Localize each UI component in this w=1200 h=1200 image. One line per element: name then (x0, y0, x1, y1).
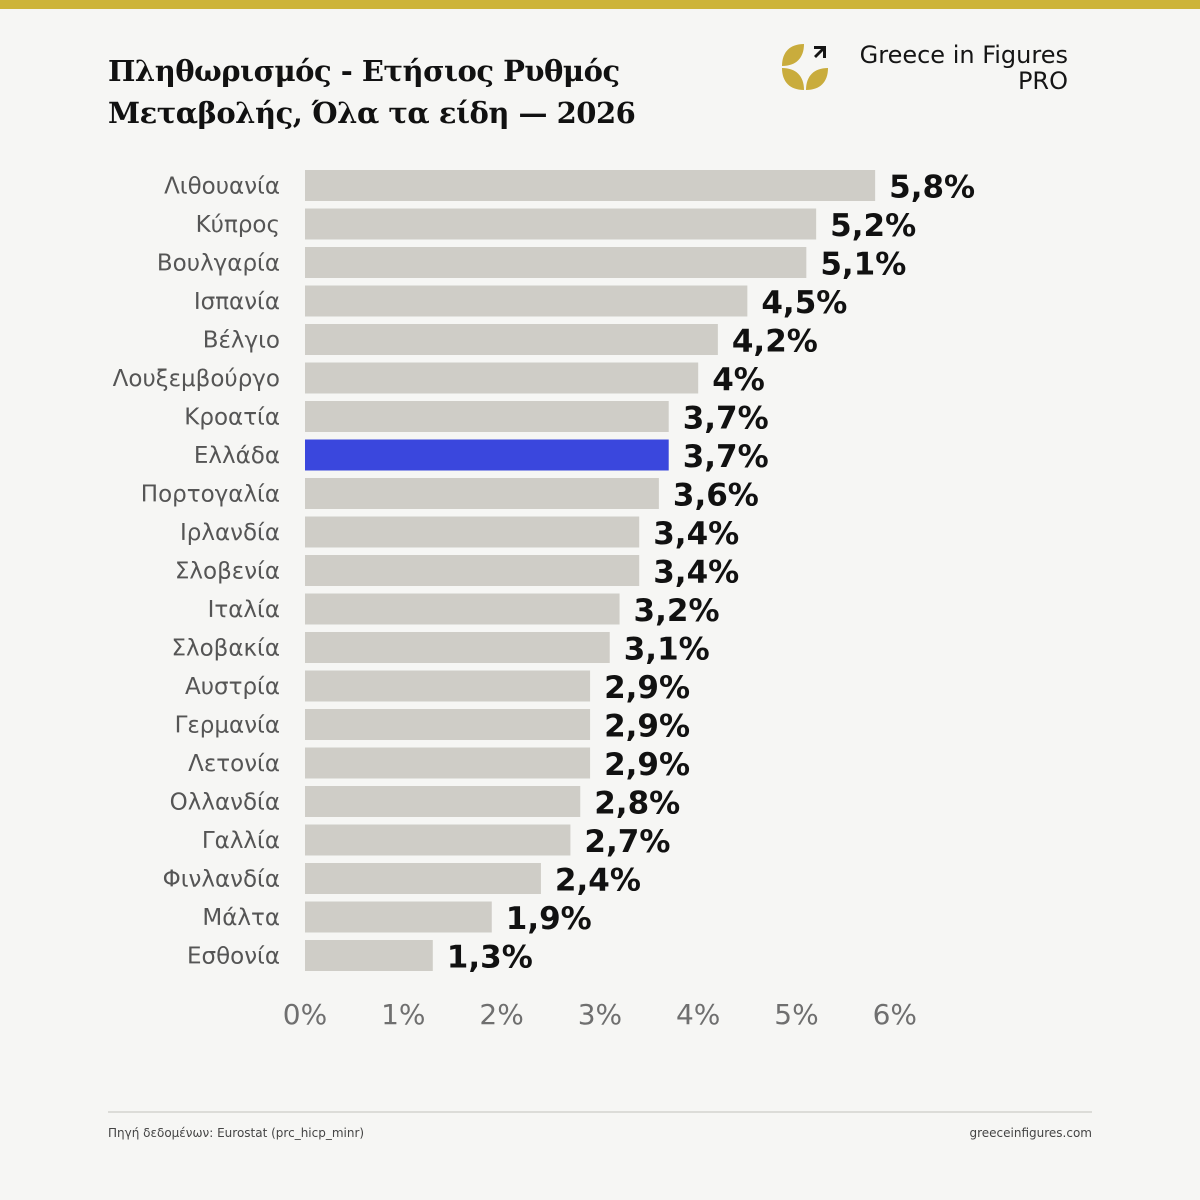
brand-name: Greece in Figures PRO (860, 42, 1068, 94)
bar (305, 709, 591, 740)
category-label: Μάλτα (202, 905, 280, 931)
category-label: Ολλανδία (170, 790, 280, 816)
bar (305, 439, 669, 471)
bar (305, 555, 640, 586)
bar-value-label: 1,9% (506, 901, 592, 937)
category-label: Κροατία (184, 405, 280, 431)
category-label: Ιρλανδία (180, 520, 280, 546)
bar-value-label: 3,4% (653, 516, 739, 552)
bar-value-label: 2,7% (584, 824, 670, 860)
bar (305, 786, 581, 817)
bar-value-label: 2,9% (604, 709, 690, 745)
website-url: greeceinfigures.com (969, 1126, 1092, 1140)
category-label: Αυστρία (185, 674, 280, 700)
bar-value-label: 4% (712, 362, 765, 398)
bar (305, 824, 571, 856)
bar-value-label: 5,8% (889, 170, 975, 206)
inflation-bar-chart: Λιθουανία 5,8% Κύπρος 5,2% Βουλγαρία 5,1% Ισπα… (113, 170, 975, 1032)
category-label: Γαλλία (202, 828, 280, 854)
wheat-leaf-icon (782, 44, 828, 90)
chart-title-line-2: Μεταβολής, Όλα τα είδη — 2026 (108, 96, 636, 130)
bar (305, 285, 748, 317)
x-axis-tick-label: 6% (873, 998, 917, 1031)
brand-title: Greece in Figures (859, 41, 1068, 69)
bar (305, 170, 876, 201)
category-label: Λιθουανία (164, 174, 280, 200)
bar (305, 362, 699, 394)
category-label: Πορτογαλία (141, 482, 280, 508)
x-axis-tick-label: 5% (774, 998, 818, 1031)
bar-value-label: 3,6% (673, 478, 759, 514)
bar-value-label: 3,2% (634, 593, 720, 629)
category-label: Σλοβενία (175, 559, 280, 585)
category-label: Φινλανδία (163, 867, 280, 893)
bar (305, 901, 492, 933)
bar-value-label: 1,3% (447, 940, 533, 976)
bar (305, 863, 541, 894)
bar (305, 747, 591, 779)
bar-value-label: 2,9% (604, 670, 690, 706)
category-label: Ισπανία (194, 289, 280, 315)
footer-divider (108, 1111, 1092, 1113)
category-label: Ιταλία (208, 597, 280, 623)
bar-value-label: 3,7% (683, 401, 769, 437)
x-axis-tick-label: 3% (578, 998, 622, 1031)
category-label: Εσθονία (187, 944, 280, 970)
category-label: Λετονία (188, 751, 280, 777)
bar-value-label: 4,5% (761, 285, 847, 321)
bar (305, 208, 817, 240)
bar (305, 324, 718, 355)
category-label: Σλοβακία (171, 636, 280, 662)
bar-value-label: 3,7% (683, 439, 769, 475)
bar-value-label: 4,2% (732, 324, 818, 360)
bar-value-label: 3,1% (624, 632, 710, 668)
bar (305, 516, 640, 548)
brand-tier: PRO (1017, 67, 1068, 95)
chart-title: Πληθωρισμός - Ετήσιος Ρυθμός Μεταβολής, … (108, 50, 728, 134)
bar-value-label: 2,8% (594, 786, 680, 822)
bar (305, 593, 620, 625)
bar (305, 940, 433, 971)
bar-value-label: 2,4% (555, 863, 641, 899)
x-axis-tick-label: 4% (676, 998, 720, 1031)
bar (305, 247, 807, 278)
chart-title-line-1: Πληθωρισμός - Ετήσιος Ρυθμός (108, 54, 620, 88)
category-label: Γερμανία (175, 713, 280, 739)
bar-value-label: 2,9% (604, 747, 690, 783)
brand-logo: Greece in Figures PRO (780, 42, 1080, 98)
category-label: Βουλγαρία (157, 251, 280, 277)
top-accent-stripe (0, 0, 1200, 9)
bar-value-label: 5,2% (830, 208, 916, 244)
bar (305, 478, 659, 509)
bar (305, 632, 610, 663)
category-label: Ελλάδα (194, 443, 280, 469)
category-label: Λουξεμβούργο (113, 366, 280, 392)
data-source-note: Πηγή δεδομένων: Eurostat (prc_hicp_minr) (108, 1126, 365, 1140)
x-axis-tick-label: 2% (479, 998, 523, 1031)
bar-value-label: 5,1% (820, 247, 906, 283)
category-label: Βέλγιο (203, 328, 280, 354)
bar (305, 401, 669, 432)
bar-value-label: 3,4% (653, 555, 739, 591)
x-axis-tick-label: 1% (381, 998, 425, 1031)
bar (305, 670, 591, 702)
category-label: Κύπρος (196, 212, 280, 238)
x-axis-tick-label: 0% (283, 998, 327, 1031)
